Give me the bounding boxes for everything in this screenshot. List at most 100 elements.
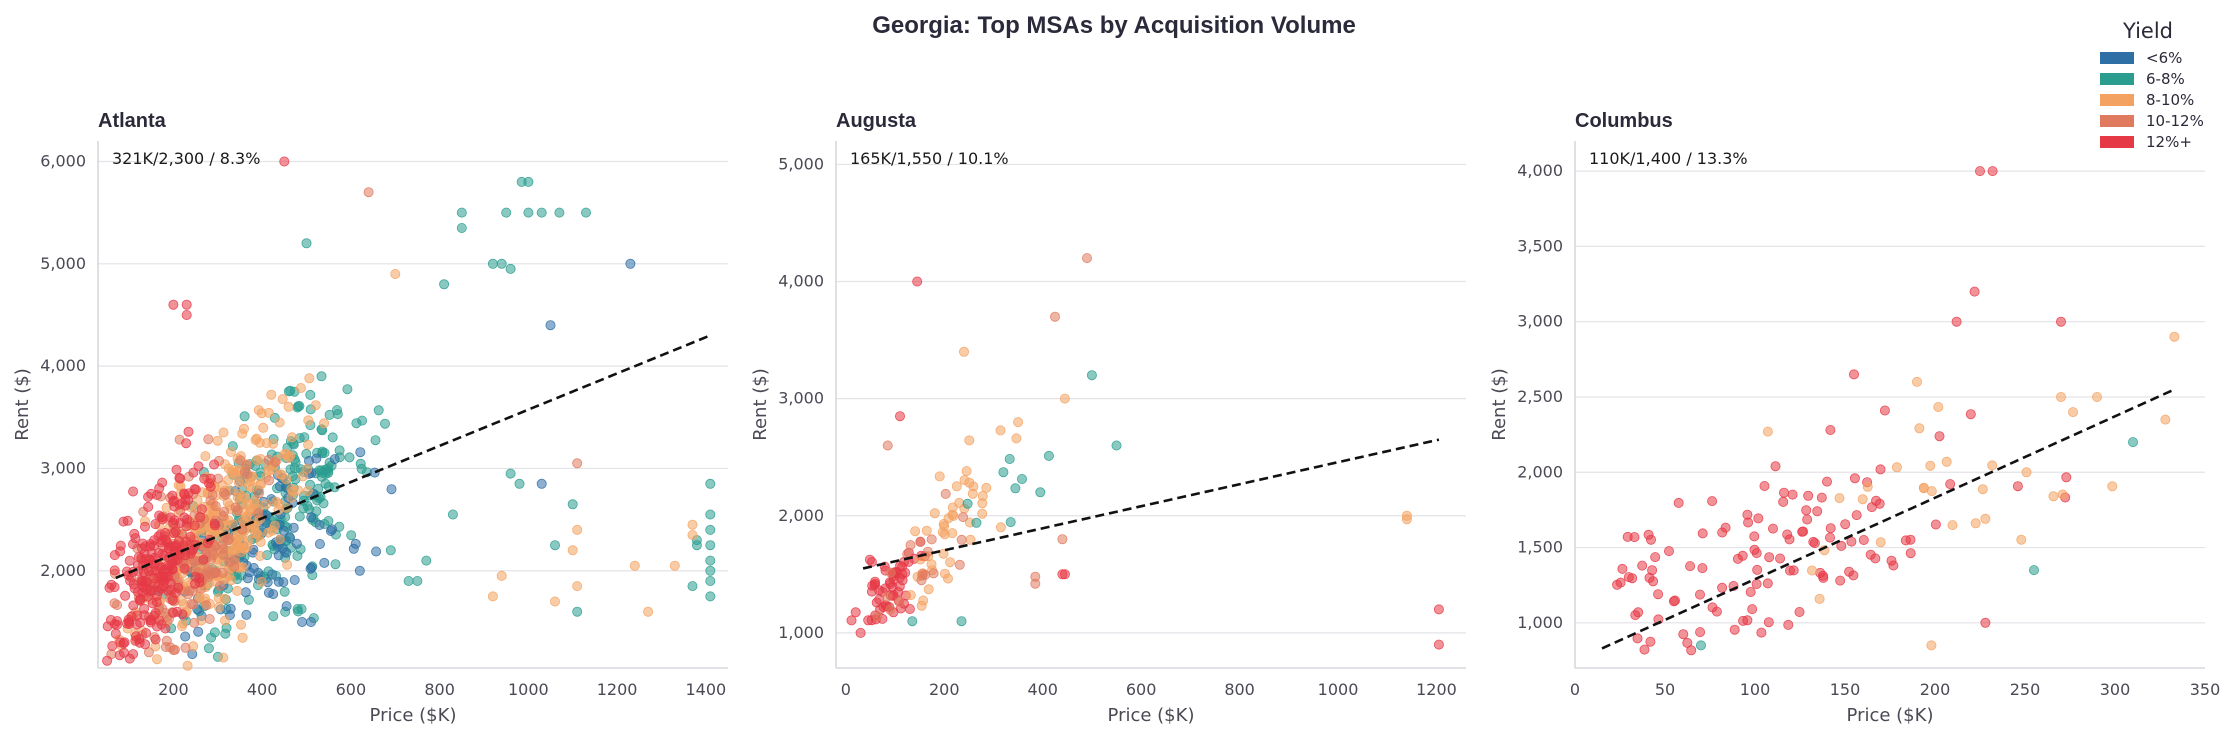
scatter-point bbox=[128, 486, 139, 497]
scatter-point bbox=[172, 554, 183, 565]
scatter-point bbox=[1647, 565, 1658, 576]
scatter-point bbox=[904, 604, 915, 615]
scatter-point bbox=[173, 535, 184, 546]
scatter-point bbox=[2055, 391, 2066, 402]
scatter-point bbox=[252, 528, 263, 539]
scatter-point bbox=[1086, 370, 1097, 381]
scatter-point bbox=[1059, 393, 1070, 404]
scatter-point bbox=[282, 559, 293, 570]
scatter-point bbox=[122, 515, 133, 526]
scatter-point bbox=[189, 520, 200, 531]
scatter-point bbox=[109, 565, 120, 576]
scatter-point bbox=[203, 571, 214, 582]
scatter-point bbox=[1615, 577, 1626, 588]
scatter-point bbox=[2029, 565, 2040, 576]
scatter-point bbox=[386, 484, 397, 495]
scatter-point bbox=[379, 418, 390, 429]
scatter-point bbox=[496, 570, 507, 581]
scatter-point bbox=[954, 559, 965, 570]
scatter-point bbox=[185, 531, 196, 542]
scatter-point bbox=[1965, 409, 1976, 420]
scatter-point bbox=[196, 504, 207, 515]
scatter-point bbox=[1751, 579, 1762, 590]
scatter-point bbox=[2169, 331, 2180, 342]
scatter-point bbox=[1753, 513, 1764, 524]
scatter-point bbox=[319, 557, 330, 568]
scatter-point bbox=[305, 389, 316, 400]
scatter-point bbox=[194, 573, 205, 584]
scatter-point bbox=[1664, 546, 1675, 557]
scatter-point bbox=[214, 581, 225, 592]
scatter-point bbox=[1707, 496, 1718, 507]
scatter-point bbox=[934, 471, 945, 482]
legend: Yield <6% 6-8% 8-10% 10-12% 12%+ bbox=[2100, 19, 2204, 151]
scatter-point bbox=[1752, 564, 1763, 575]
scatter-point bbox=[536, 478, 547, 489]
scatter-point bbox=[207, 489, 218, 500]
scatter-point bbox=[1745, 587, 1756, 598]
scatter-point bbox=[167, 490, 178, 501]
scatter-point bbox=[998, 467, 1009, 478]
scatter-point bbox=[1980, 617, 1991, 628]
scatter-point bbox=[150, 634, 161, 645]
scatter-point bbox=[501, 207, 512, 218]
scatter-point bbox=[567, 545, 578, 556]
legend-label-4: 12%+ bbox=[2146, 133, 2192, 151]
scatter-point bbox=[1822, 476, 1833, 487]
scatter-point bbox=[133, 552, 144, 563]
scatter-point bbox=[945, 557, 956, 568]
scatter-point bbox=[1762, 578, 1773, 589]
scatter-point bbox=[1840, 519, 1851, 530]
scatter-point bbox=[412, 576, 423, 587]
scatter-point bbox=[204, 614, 215, 625]
scatter-point bbox=[1082, 253, 1093, 264]
scatter-point bbox=[264, 475, 275, 486]
x-tick-label: 400 bbox=[1027, 680, 1058, 699]
scatter-point bbox=[325, 526, 336, 537]
scatter-point bbox=[850, 607, 861, 618]
scatter-point bbox=[487, 258, 498, 269]
scatter-point bbox=[277, 543, 288, 554]
scatter-point bbox=[1930, 519, 1941, 530]
x-tick-label: 0 bbox=[1570, 680, 1580, 699]
y-tick-label: 5,000 bbox=[778, 154, 824, 173]
scatter-point bbox=[311, 453, 322, 464]
scatter-point bbox=[1770, 461, 1781, 472]
scatter-point bbox=[370, 435, 381, 446]
scatter-point bbox=[1914, 423, 1925, 434]
scatter-point bbox=[285, 533, 296, 544]
scatter-point bbox=[305, 563, 316, 574]
scatter-point bbox=[967, 488, 978, 499]
scatter-point bbox=[1925, 460, 1936, 471]
scatter-point bbox=[217, 567, 228, 578]
y-tick-label: 2,500 bbox=[1517, 387, 1563, 406]
scatter-point bbox=[1653, 589, 1664, 600]
scatter-point bbox=[1678, 629, 1689, 640]
scatter-point bbox=[274, 534, 285, 545]
scatter-points bbox=[846, 253, 1444, 650]
scatter-point bbox=[242, 573, 253, 584]
y-tick-label: 2,000 bbox=[1517, 462, 1563, 481]
scatter-point bbox=[1844, 566, 1855, 577]
scatter-point bbox=[159, 564, 170, 575]
scatter-point bbox=[203, 643, 214, 654]
scatter-point bbox=[323, 516, 334, 527]
scatter-point bbox=[115, 637, 126, 648]
scatter-point bbox=[168, 299, 179, 310]
scatter-point bbox=[151, 489, 162, 500]
scatter-point bbox=[242, 469, 253, 480]
x-axis-label: Price ($K) bbox=[1108, 705, 1195, 726]
scatter-point bbox=[864, 554, 875, 565]
scatter-point bbox=[882, 592, 893, 603]
scatter-point bbox=[180, 642, 191, 653]
scatter-point bbox=[1629, 532, 1640, 543]
scatter-point bbox=[233, 477, 244, 488]
scatter-point bbox=[268, 611, 279, 622]
scatter-point bbox=[1742, 615, 1753, 626]
scatter-point bbox=[995, 522, 1006, 533]
scatter-point bbox=[198, 554, 209, 565]
scatter-point bbox=[329, 454, 340, 465]
scatter-point bbox=[130, 533, 141, 544]
scatter-point bbox=[314, 539, 325, 550]
scatter-point bbox=[1764, 552, 1775, 563]
